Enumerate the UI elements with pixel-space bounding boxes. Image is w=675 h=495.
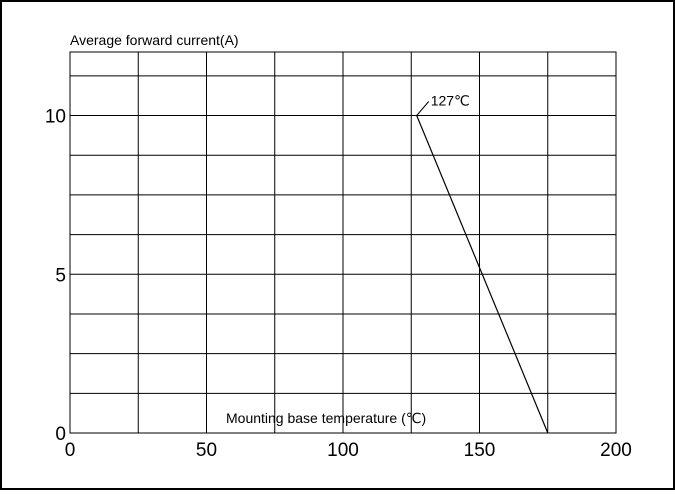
x-tick-label: 50	[196, 440, 217, 461]
y-tick-label: 0	[55, 424, 66, 445]
x-axis-title: Mounting base temperature (℃)	[226, 410, 426, 426]
plot-area-border	[69, 51, 617, 434]
annotation-leader	[416, 101, 430, 116]
x-tick-label: 200	[600, 440, 632, 461]
x-tick-label: 100	[327, 440, 359, 461]
y-tick-label: 10	[45, 107, 66, 128]
x-tick-label: 150	[464, 440, 496, 461]
annotation-label: 127℃	[431, 93, 470, 109]
y-tick-label: 5	[55, 265, 66, 286]
derating-curve	[416, 115, 549, 434]
x-tick-label: 0	[65, 440, 76, 461]
y-axis-title: Average forward current(A)	[70, 32, 239, 48]
